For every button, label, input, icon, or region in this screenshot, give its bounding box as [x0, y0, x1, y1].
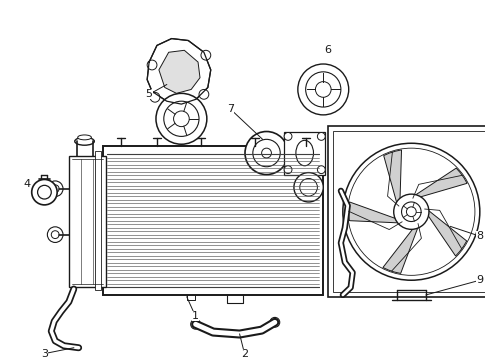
Circle shape	[298, 64, 349, 115]
Text: 7: 7	[227, 104, 234, 114]
Bar	[333, 131, 490, 292]
Circle shape	[300, 179, 318, 196]
Circle shape	[164, 101, 199, 136]
Circle shape	[318, 166, 325, 174]
Circle shape	[191, 319, 200, 329]
Polygon shape	[159, 50, 200, 93]
Circle shape	[32, 179, 57, 205]
Circle shape	[406, 207, 416, 217]
Circle shape	[147, 60, 157, 70]
Bar	[69, 156, 106, 287]
Circle shape	[253, 139, 280, 167]
Polygon shape	[147, 39, 211, 104]
Ellipse shape	[75, 138, 95, 145]
Circle shape	[48, 181, 63, 197]
Bar	[284, 131, 325, 175]
Text: 9: 9	[476, 275, 483, 285]
Circle shape	[270, 318, 280, 327]
Circle shape	[150, 93, 160, 102]
Circle shape	[201, 50, 211, 60]
Text: 2: 2	[241, 348, 248, 359]
Bar	[328, 126, 490, 297]
Polygon shape	[424, 207, 466, 256]
Circle shape	[401, 202, 421, 221]
Text: 1: 1	[192, 311, 199, 321]
Circle shape	[199, 89, 209, 99]
Bar	[96, 151, 101, 290]
Circle shape	[156, 93, 207, 144]
Bar	[328, 156, 336, 287]
Text: 4: 4	[23, 179, 30, 189]
Circle shape	[306, 72, 341, 107]
Circle shape	[38, 185, 51, 199]
Ellipse shape	[78, 135, 92, 140]
Circle shape	[316, 82, 331, 97]
Circle shape	[318, 132, 325, 140]
Text: 6: 6	[325, 45, 332, 55]
Text: 5: 5	[146, 89, 152, 99]
Polygon shape	[384, 150, 401, 208]
Circle shape	[284, 132, 292, 140]
Ellipse shape	[296, 140, 314, 166]
Circle shape	[245, 131, 288, 175]
Polygon shape	[411, 168, 467, 198]
Text: 3: 3	[41, 348, 48, 359]
Circle shape	[343, 143, 480, 280]
Polygon shape	[349, 202, 404, 223]
Circle shape	[173, 111, 189, 127]
Circle shape	[294, 172, 323, 202]
Circle shape	[48, 227, 63, 243]
Polygon shape	[383, 222, 420, 274]
Circle shape	[262, 148, 271, 158]
Text: 8: 8	[476, 231, 483, 241]
Circle shape	[284, 166, 292, 174]
Bar	[103, 146, 323, 295]
Circle shape	[394, 194, 429, 229]
